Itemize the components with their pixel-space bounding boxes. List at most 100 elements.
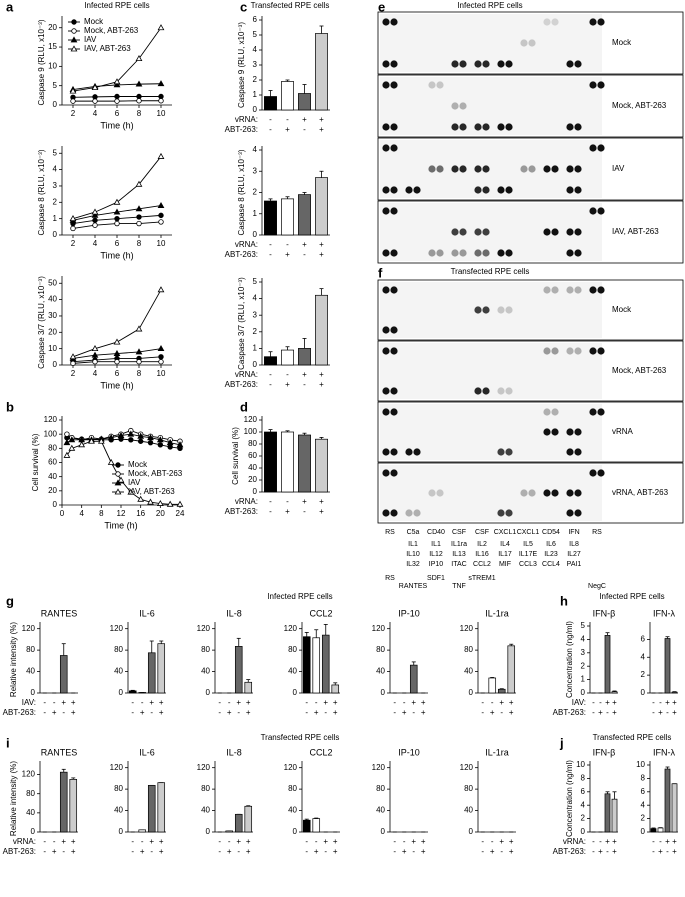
condition-sign: + <box>159 698 164 707</box>
key-label: IL1 <box>431 541 441 548</box>
y-tick-label: 80 <box>464 784 473 793</box>
blot-spot <box>451 123 459 131</box>
marker <box>158 98 164 104</box>
key-label: NegC <box>588 583 606 590</box>
bar <box>321 634 330 694</box>
blot-spot <box>505 249 513 257</box>
key-label: IL4 <box>500 541 510 548</box>
panel-heading: Transfected RPE cells <box>451 267 530 276</box>
bar <box>281 431 294 493</box>
condition-sign: + <box>672 837 677 846</box>
marker <box>157 80 165 87</box>
marker <box>127 488 135 495</box>
blot-spot <box>474 165 482 173</box>
blot-spot <box>436 249 444 257</box>
condition-sign: + <box>71 837 76 846</box>
y-tick-label: 40 <box>464 806 473 815</box>
marker <box>156 499 164 506</box>
condition-sign: - <box>305 698 308 707</box>
y-tick-label: 10 <box>48 61 57 70</box>
y-tick-label: 40 <box>48 295 57 304</box>
condition-sign: + <box>159 708 164 717</box>
bar <box>298 348 311 366</box>
condition-sign: + <box>149 837 154 846</box>
x-tick-label: 8 <box>137 109 142 118</box>
y-tick-label: 4 <box>253 45 258 54</box>
legend-label: Mock, ABT-263 <box>84 26 139 35</box>
condition-sign: + <box>149 698 154 707</box>
y-axis-label: Caspase 3/7 (RLU, x10⁻³) <box>37 276 46 369</box>
blot-spot <box>597 144 605 152</box>
series-line <box>72 289 162 358</box>
y-tick-label: 0 <box>641 827 646 836</box>
bar <box>302 819 311 833</box>
bar <box>671 691 678 694</box>
condition-sign: + <box>402 847 407 856</box>
condition-sign: - <box>141 698 144 707</box>
condition-sign: - <box>315 698 318 707</box>
condition-sign: + <box>302 240 307 249</box>
x-tick-label: 4 <box>93 109 98 118</box>
bar <box>315 438 328 493</box>
y-tick-label: 40 <box>26 808 35 817</box>
condition-sign: - <box>393 837 396 846</box>
key-label: IL1 <box>408 541 418 548</box>
marker <box>70 98 76 104</box>
condition-sign: + <box>499 698 504 707</box>
y-tick-label: 4 <box>581 635 586 644</box>
legend-label: Mock <box>128 460 148 469</box>
key-label: IL12 <box>429 551 443 558</box>
y-tick-label: 100 <box>244 427 258 436</box>
condition-sign: - <box>481 837 484 846</box>
condition-sign: + <box>509 847 514 856</box>
condition-sign: + <box>52 847 57 856</box>
marker <box>91 351 99 358</box>
condition-sign: + <box>490 708 495 717</box>
key-label: IL6 <box>546 541 556 548</box>
key-label: MIF <box>499 561 511 568</box>
blot-spot <box>528 489 536 497</box>
blot-spot <box>543 165 551 173</box>
bar <box>281 81 294 111</box>
blot-spot <box>497 186 505 194</box>
condition-sign: - <box>652 837 655 846</box>
y-tick-label: 40 <box>114 806 123 815</box>
y-tick-label: 8 <box>581 774 586 783</box>
blot-spot <box>589 286 597 294</box>
condition-sign: - <box>652 847 655 856</box>
marker <box>136 98 142 104</box>
marker <box>114 359 120 365</box>
condition-sign: + <box>323 837 328 846</box>
condition-sign: + <box>612 837 617 846</box>
y-tick-label: 2 <box>253 188 258 197</box>
y-tick-label: 3 <box>581 648 586 657</box>
panel-heading: Transfected RPE cells <box>593 733 672 742</box>
legend-marker <box>115 462 121 468</box>
marker <box>147 434 154 441</box>
chart-title: RANTES <box>41 747 78 757</box>
condition-sign: - <box>237 708 240 717</box>
key-label: RANTES <box>399 583 428 590</box>
y-tick-label: 120 <box>110 624 124 633</box>
key-label: CCL3 <box>519 561 537 568</box>
condition-sign: - <box>315 837 318 846</box>
y-tick-label: 0 <box>641 688 646 697</box>
condition-label: ABT-263: <box>225 507 258 516</box>
y-tick-label: 20 <box>48 486 57 495</box>
marker <box>137 432 145 439</box>
blot-spot <box>390 18 398 26</box>
legend-marker <box>71 19 77 25</box>
blot-spot <box>390 448 398 456</box>
condition-label: IAV: <box>572 698 586 707</box>
y-tick-label: 20 <box>48 23 57 32</box>
blot-spot <box>574 123 582 131</box>
y-tick-label: 120 <box>372 624 386 633</box>
y-tick-label: 6 <box>253 15 258 24</box>
key-label: IL32 <box>406 561 420 568</box>
y-axis-label: Relative intensity (%) <box>9 622 18 697</box>
blot-spot <box>566 489 574 497</box>
bar <box>671 783 678 833</box>
marker <box>135 55 143 62</box>
key-label: IL1ra <box>451 541 467 548</box>
condition-sign: + <box>285 250 290 259</box>
